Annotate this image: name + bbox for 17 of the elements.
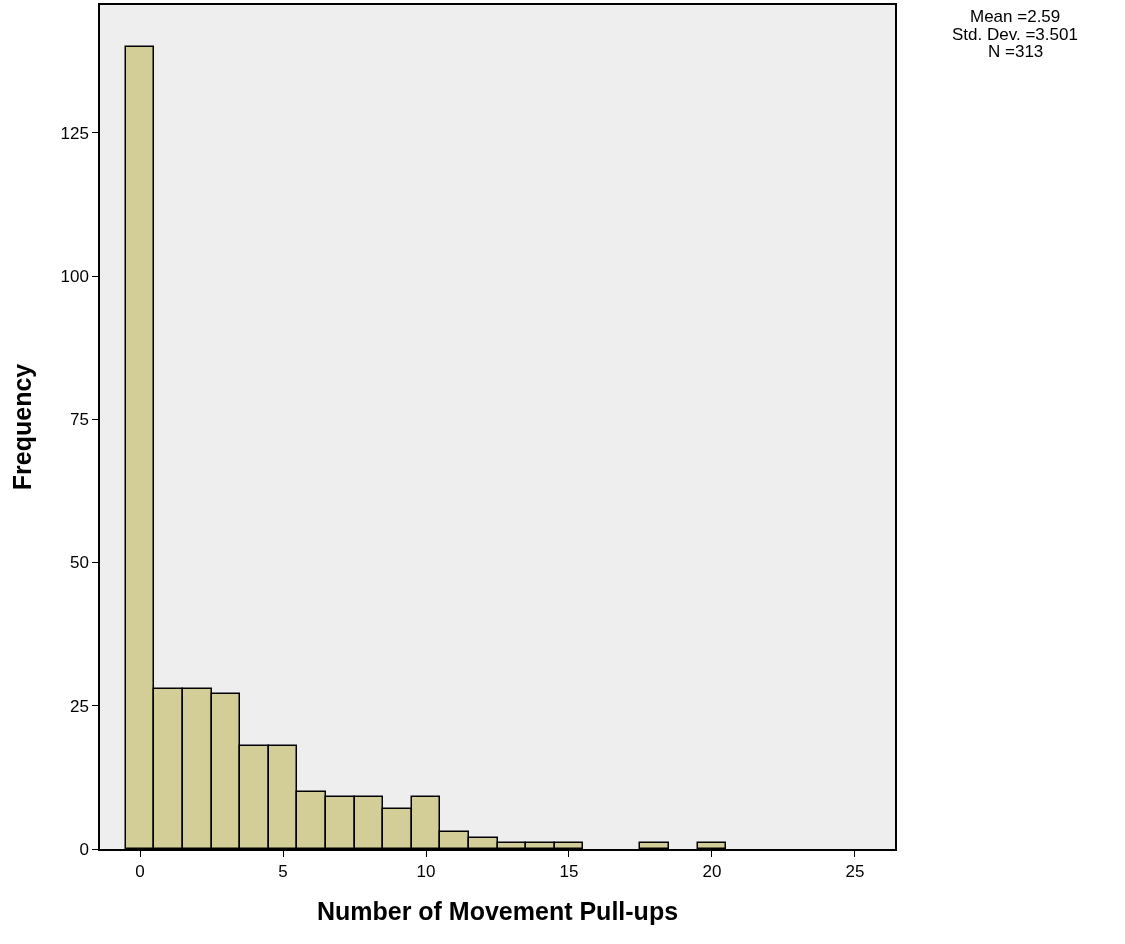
y-tick-label: 50 bbox=[69, 553, 89, 573]
y-tick-label: 100 bbox=[60, 266, 89, 286]
y-tick-label: 125 bbox=[60, 123, 89, 143]
y-tick-label: 25 bbox=[69, 696, 89, 716]
x-axis-title: Number of Movement Pull-ups bbox=[316, 896, 679, 925]
x-tick-label: 10 bbox=[416, 862, 436, 882]
x-tick-label: 5 bbox=[278, 862, 288, 882]
x-tick-label: 25 bbox=[845, 862, 865, 882]
x-tick-label: 15 bbox=[559, 862, 579, 882]
y-tick-label: 75 bbox=[69, 410, 89, 430]
y-tick-label: 0 bbox=[79, 839, 89, 859]
x-tick-label: 0 bbox=[135, 862, 145, 882]
text: Mean =2.59 bbox=[970, 7, 1061, 26]
y-axis-title: Frequency bbox=[7, 363, 36, 491]
x-tick-label: 20 bbox=[702, 862, 722, 882]
text: N =313 bbox=[988, 42, 1044, 61]
text: Std. Dev. =3.501 bbox=[952, 25, 1078, 44]
